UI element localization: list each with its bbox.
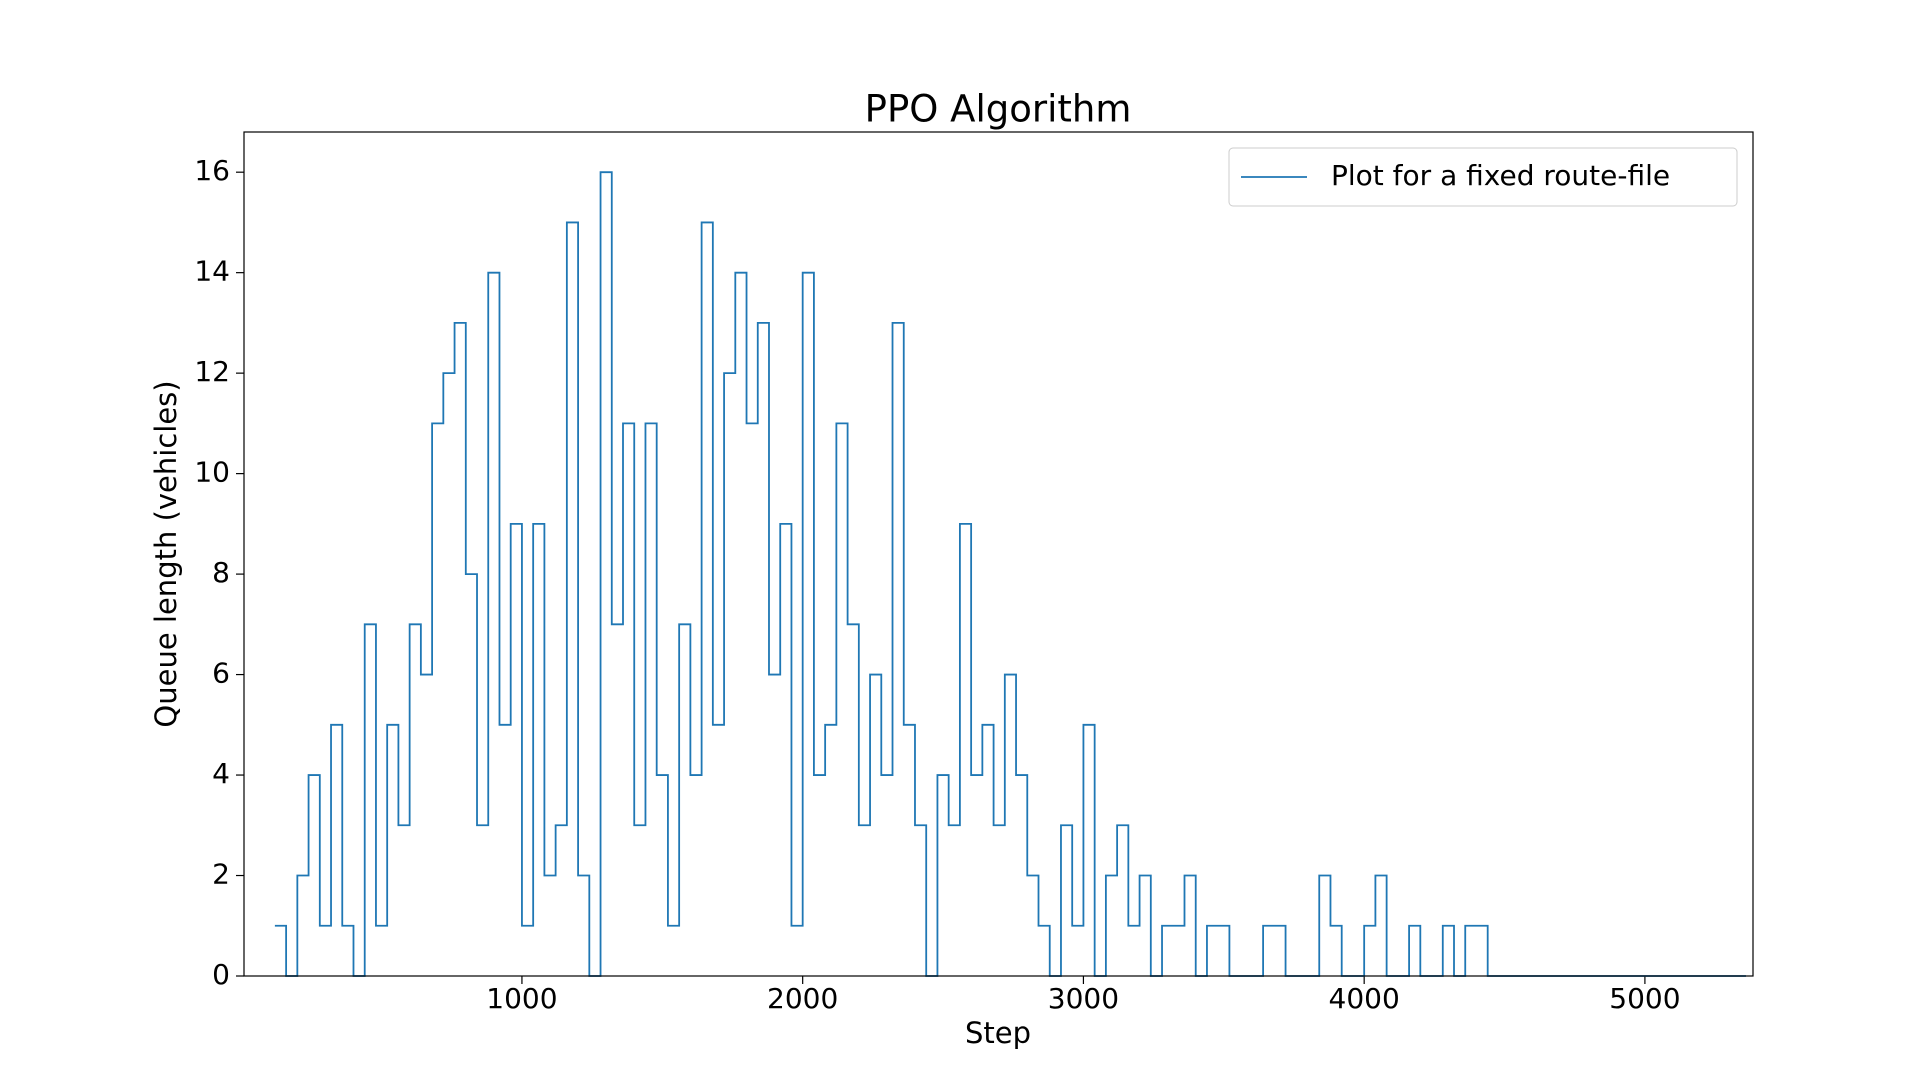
x-tick-label: 4000 (1329, 982, 1400, 1015)
x-tick-label: 2000 (767, 982, 838, 1015)
y-tick-label: 14 (194, 255, 230, 288)
y-tick-label: 16 (194, 154, 230, 187)
y-axis-label: Queue length (vehicles) (149, 380, 183, 727)
y-tick-label: 2 (212, 858, 230, 891)
x-axis-label: Step (965, 1016, 1031, 1050)
y-tick-label: 4 (212, 757, 230, 790)
y-tick-label: 10 (194, 456, 230, 489)
x-tick-label: 3000 (1048, 982, 1119, 1015)
y-tick-label: 8 (212, 556, 230, 589)
chart-title: PPO Algorithm (865, 88, 1132, 131)
y-tick-label: 6 (212, 657, 230, 690)
data-line (274, 171, 1746, 977)
x-tick-label: 5000 (1609, 982, 1680, 1015)
y-tick-label: 0 (212, 958, 230, 991)
legend-label: Plot for a fixed route-file (1331, 159, 1670, 192)
y-tick-label: 12 (194, 355, 230, 388)
legend-box (1228, 147, 1738, 207)
plot-frame (243, 131, 1754, 977)
x-tick-label: 1000 (486, 982, 557, 1015)
